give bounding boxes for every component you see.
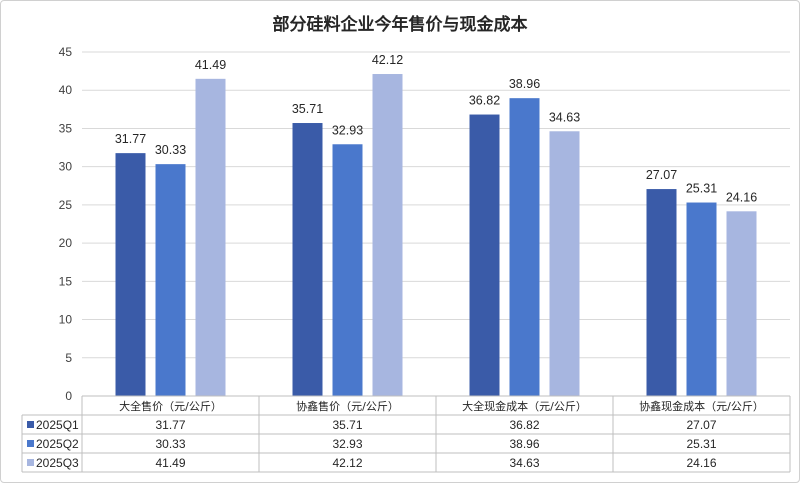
- data-label: 24.16: [726, 190, 757, 204]
- table-cell: 31.77: [155, 418, 185, 432]
- table-cell: 32.93: [332, 437, 362, 451]
- table-cell: 41.49: [155, 456, 185, 470]
- table-cell: 24.16: [686, 456, 716, 470]
- bar: [646, 189, 677, 396]
- data-label: 27.07: [646, 168, 677, 182]
- bar: [115, 153, 146, 396]
- table-cell: 42.12: [332, 456, 362, 470]
- bar: [469, 114, 500, 396]
- legend-label: 2025Q1: [36, 418, 79, 432]
- bar: [155, 164, 186, 396]
- legend-label: 2025Q3: [36, 456, 79, 470]
- data-label: 36.82: [469, 94, 500, 108]
- y-tick-label: 20: [59, 236, 73, 250]
- table-cell: 30.33: [155, 437, 185, 451]
- legend-swatch: [27, 459, 34, 466]
- table-cell: 38.96: [509, 437, 539, 451]
- data-label: 30.33: [155, 143, 186, 157]
- y-tick-label: 40: [59, 83, 73, 97]
- bar: [195, 78, 226, 396]
- category-label: 大全售价（元/公斤）: [119, 399, 222, 413]
- y-tick-label: 30: [59, 160, 73, 174]
- table-cell: 27.07: [686, 418, 716, 432]
- bar: [332, 144, 363, 396]
- table-cell: 36.82: [509, 418, 539, 432]
- data-label: 42.12: [372, 53, 403, 67]
- data-label: 32.93: [332, 123, 363, 137]
- bar: [509, 98, 540, 396]
- bar: [726, 211, 757, 396]
- category-label: 大全现金成本（元/公斤）: [462, 399, 587, 413]
- y-tick-label: 10: [59, 313, 73, 327]
- data-label: 41.49: [195, 58, 226, 72]
- chart-title: 部分硅料企业今年售价与现金成本: [272, 15, 528, 35]
- y-tick-label: 0: [65, 389, 72, 403]
- category-label: 协鑫售价（元/公斤）: [296, 399, 399, 413]
- table-cell: 35.71: [332, 418, 362, 432]
- y-tick-label: 25: [59, 198, 73, 212]
- data-label: 35.71: [292, 102, 323, 116]
- legend-swatch: [27, 421, 34, 428]
- legend-swatch: [27, 440, 34, 447]
- y-tick-label: 45: [59, 45, 73, 59]
- data-label: 34.63: [549, 110, 580, 124]
- bar: [549, 131, 580, 396]
- bar: [292, 123, 323, 396]
- data-label: 25.31: [686, 182, 717, 196]
- data-label: 38.96: [509, 77, 540, 91]
- category-label: 协鑫现金成本（元/公斤）: [639, 399, 764, 413]
- y-tick-label: 5: [65, 351, 72, 365]
- bar: [372, 74, 403, 397]
- table-cell: 25.31: [686, 437, 716, 451]
- data-label: 31.77: [115, 132, 146, 146]
- table-cell: 34.63: [509, 456, 539, 470]
- bar: [686, 202, 717, 396]
- legend-label: 2025Q2: [36, 437, 79, 451]
- y-tick-label: 15: [59, 274, 73, 288]
- y-tick-label: 35: [59, 121, 73, 135]
